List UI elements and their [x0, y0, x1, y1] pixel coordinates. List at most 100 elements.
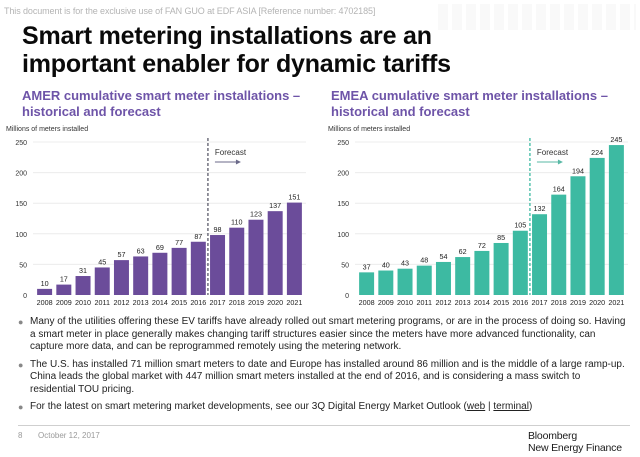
page-number: 8 — [18, 431, 23, 440]
amer-data-label: 137 — [269, 201, 281, 210]
amer-bar — [94, 267, 110, 295]
amer-x-tick-label: 2014 — [152, 298, 168, 307]
amer-bar — [210, 235, 226, 295]
amer-bar — [286, 202, 302, 295]
emea-data-label: 105 — [514, 221, 526, 230]
amer-data-label: 77 — [175, 238, 183, 247]
emea-bar — [397, 268, 413, 295]
amer-x-tick-label: 2012 — [113, 298, 129, 307]
emea-y-tick-label: 50 — [341, 262, 349, 269]
emea-data-label: 194 — [572, 166, 584, 175]
emea-x-tick-label: 2012 — [435, 298, 451, 307]
amer-x-tick-label: 2015 — [171, 298, 187, 307]
emea-data-label: 132 — [534, 204, 546, 213]
web-link[interactable]: web — [466, 401, 486, 412]
amer-bar — [229, 227, 245, 295]
emea-data-label: 245 — [610, 135, 622, 144]
emea-bar — [416, 265, 432, 295]
bullet-text: Many of the utilities offering these EV … — [30, 316, 626, 352]
watermark-overlay — [438, 4, 636, 30]
charts-canvas: 0 50 100 150 200 250 10 2008 17 2009 31 2010 45 2011 5… — [15, 135, 628, 307]
emea-x-tick-label: 2017 — [532, 298, 548, 307]
amer-bar — [152, 252, 168, 295]
emea-bar — [378, 270, 394, 295]
amer-data-label: 17 — [60, 275, 68, 284]
amer-data-label: 87 — [194, 232, 202, 241]
logo-line1: Bloomberg — [528, 430, 577, 442]
amer-y-tick-label: 150 — [15, 201, 27, 208]
emea-x-tick-label: 2019 — [570, 298, 586, 307]
emea-x-tick-label: 2018 — [551, 298, 567, 307]
emea-data-label: 72 — [478, 241, 486, 250]
footer-divider — [18, 425, 630, 426]
bullet-text-before: For the latest on smart metering market … — [30, 401, 467, 412]
amer-data-label: 151 — [288, 193, 300, 202]
bullet-item: ● The U.S. has installed 71 million smar… — [18, 359, 628, 397]
amer-bar — [113, 260, 129, 295]
emea-y-tick-label: 250 — [337, 140, 349, 147]
page-title-line2: important enabler for dynamic tariffs — [22, 50, 451, 78]
amer-x-tick-label: 2017 — [210, 298, 226, 307]
amer-data-label: 10 — [41, 279, 49, 288]
amer-data-label: 69 — [156, 243, 164, 252]
emea-bar — [493, 242, 509, 295]
emea-chart-title-line1: EMEA cumulative smart meter installation… — [331, 88, 608, 103]
amer-x-tick-label: 2020 — [267, 298, 283, 307]
emea-data-label: 85 — [497, 233, 505, 242]
emea-chart-title: EMEA cumulative smart meter installation… — [331, 88, 608, 120]
amer-bar — [56, 284, 72, 295]
amer-bar — [248, 219, 264, 295]
amer-forecast-label: Forecast — [215, 148, 247, 157]
amer-data-label: 63 — [137, 246, 145, 255]
emea-bar — [570, 176, 586, 295]
emea-x-tick-label: 2015 — [493, 298, 509, 307]
emea-x-tick-label: 2011 — [417, 298, 432, 307]
emea-forecast-label: Forecast — [537, 148, 569, 157]
emea-y-tick-label: 200 — [337, 171, 349, 178]
amer-x-tick-label: 2021 — [286, 298, 302, 307]
page-title-line1: Smart metering installations are an — [22, 22, 432, 50]
amer-forecast-arrowhead-icon — [235, 159, 241, 165]
amer-chart-title-line1: AMER cumulative smart meter installation… — [22, 88, 301, 103]
bullet-icon: ● — [18, 359, 24, 370]
amer-data-label: 110 — [231, 218, 242, 227]
amer-x-tick-label: 2011 — [95, 298, 110, 307]
amer-data-label: 31 — [79, 266, 87, 275]
emea-data-label: 62 — [459, 247, 467, 256]
bnef-logo: Bloomberg New Energy Finance — [528, 430, 622, 454]
amer-x-tick-label: 2008 — [37, 298, 53, 307]
amer-data-label: 45 — [98, 257, 106, 266]
bullet-item: ● Many of the utilities offering these E… — [18, 316, 628, 354]
emea-data-label: 54 — [439, 252, 447, 261]
bullet-text: The U.S. has installed 71 million smart … — [30, 358, 625, 395]
amer-chart-title: AMER cumulative smart meter installation… — [22, 88, 300, 120]
amer-x-tick-label: 2010 — [75, 298, 91, 307]
page-title: Smart metering installations are an impo… — [22, 22, 451, 78]
emea-y-tick-label: 100 — [337, 232, 349, 239]
emea-x-tick-label: 2013 — [455, 298, 471, 307]
emea-data-label: 43 — [401, 259, 409, 268]
amer-x-tick-label: 2019 — [248, 298, 264, 307]
emea-x-tick-label: 2010 — [397, 298, 413, 307]
amer-bar — [37, 288, 53, 295]
watermark-text: This document is for the exclusive use o… — [4, 6, 376, 16]
amer-data-label: 123 — [250, 210, 262, 219]
emea-bar — [435, 261, 451, 295]
amer-y-tick-label: 100 — [15, 232, 27, 239]
emea-data-label: 37 — [363, 262, 371, 271]
terminal-link[interactable]: terminal — [493, 401, 529, 412]
emea-x-tick-label: 2021 — [608, 298, 624, 307]
emea-data-label: 164 — [553, 185, 565, 194]
bullet-icon: ● — [18, 402, 24, 412]
emea-data-label: 48 — [420, 256, 428, 265]
emea-bar — [532, 214, 548, 295]
amer-x-tick-label: 2009 — [56, 298, 72, 307]
amer-bar — [133, 256, 149, 295]
amer-y-tick-label: 0 — [23, 293, 27, 300]
emea-y-tick-label: 0 — [345, 293, 349, 300]
amer-y-tick-label: 50 — [19, 262, 27, 269]
emea-x-tick-label: 2020 — [589, 298, 605, 307]
emea-bar — [551, 194, 567, 295]
amer-bar — [267, 211, 283, 295]
amer-bar — [171, 247, 187, 295]
